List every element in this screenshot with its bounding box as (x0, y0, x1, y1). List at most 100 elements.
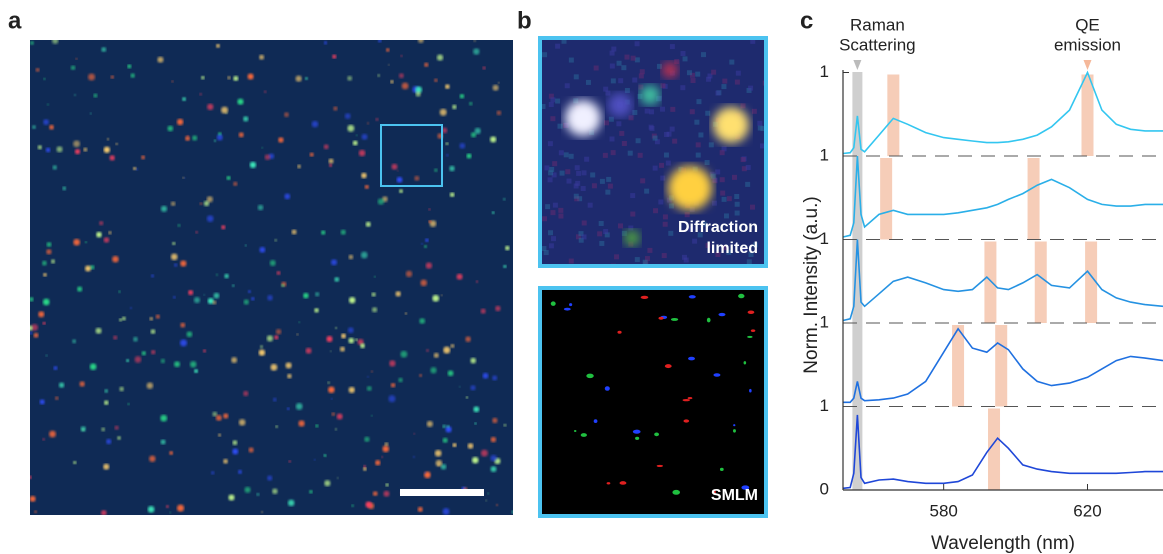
peak-highlight (1028, 158, 1040, 240)
spot (470, 385, 475, 390)
spot (617, 331, 621, 334)
spot (217, 134, 223, 140)
spot (476, 281, 478, 283)
spot (73, 239, 80, 246)
spot (314, 459, 316, 461)
spot (85, 241, 87, 243)
spot (75, 149, 80, 154)
noise (750, 205, 755, 210)
spot (720, 468, 724, 471)
spot (296, 76, 302, 82)
spot (481, 309, 486, 314)
spot (187, 331, 193, 337)
spot (512, 511, 515, 514)
spot (99, 221, 103, 225)
noise (657, 64, 662, 69)
spot (356, 135, 358, 137)
noise (746, 165, 751, 170)
noise (604, 120, 609, 125)
spot (718, 313, 725, 316)
spot (43, 78, 45, 80)
noise (630, 193, 635, 198)
noise (560, 171, 565, 176)
spot (223, 459, 228, 464)
noise (592, 183, 597, 188)
spot (216, 274, 218, 276)
image-caption: SMLM (711, 487, 758, 504)
noise (548, 177, 553, 182)
noise (647, 248, 652, 253)
spot (397, 177, 403, 183)
noise (741, 157, 746, 162)
noise (670, 44, 675, 49)
noise (643, 260, 648, 265)
spot (376, 118, 379, 121)
spot (605, 386, 610, 391)
spot (426, 262, 432, 268)
spot (443, 425, 446, 428)
spot (29, 332, 32, 335)
noise (569, 154, 574, 159)
noise (680, 85, 685, 90)
spot (40, 399, 45, 404)
spot (119, 318, 122, 321)
spot (688, 357, 695, 361)
spot (305, 77, 308, 80)
spot (713, 373, 720, 376)
spot (345, 113, 351, 119)
spot (574, 430, 577, 432)
spot (485, 500, 487, 502)
spot (446, 154, 448, 156)
spot (391, 383, 395, 387)
spot (232, 284, 234, 286)
spot (84, 148, 88, 152)
spot (400, 351, 407, 358)
spot (608, 93, 632, 117)
spot (457, 274, 463, 280)
spot (390, 80, 393, 83)
noise (692, 239, 697, 244)
spot (640, 85, 660, 105)
spot (620, 481, 627, 485)
scale-bar (400, 489, 484, 496)
noise (555, 44, 560, 49)
noise (600, 179, 605, 184)
noise (709, 142, 714, 147)
spot (299, 321, 301, 323)
spot (328, 386, 335, 393)
spot (671, 318, 678, 321)
noise (698, 132, 703, 137)
peak-highlight (995, 325, 1007, 407)
spot (487, 493, 489, 495)
spot (635, 437, 639, 440)
spot (428, 208, 430, 210)
noise (680, 51, 685, 56)
spot (36, 68, 40, 72)
spot (151, 329, 156, 334)
spot (365, 185, 369, 189)
spot (171, 80, 173, 82)
spot (426, 349, 429, 352)
spot (416, 91, 421, 96)
noise (582, 220, 587, 225)
spot (207, 104, 213, 110)
noise (659, 163, 664, 168)
spot (108, 231, 111, 234)
spot (341, 334, 346, 339)
spot (744, 361, 747, 364)
spot (298, 420, 304, 426)
spot (244, 299, 249, 304)
spot (130, 307, 132, 309)
noise (653, 166, 658, 171)
spot (148, 506, 155, 513)
spot (195, 231, 198, 234)
spot (278, 137, 284, 143)
spot (221, 107, 228, 114)
noise (582, 170, 587, 175)
spot (492, 375, 497, 380)
spot (244, 487, 250, 493)
noise (622, 141, 627, 146)
spot (157, 57, 163, 63)
spot (386, 48, 389, 51)
spot (434, 169, 437, 172)
